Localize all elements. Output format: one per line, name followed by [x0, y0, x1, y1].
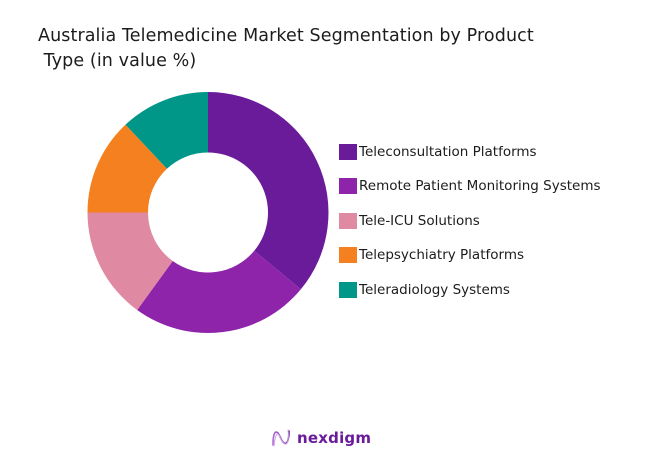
- legend-label: Teleconsultation Platforms: [359, 143, 537, 160]
- legend-item-remote-patient-monitoring: Remote Patient Monitoring Systems: [339, 178, 601, 195]
- legend-swatch: [339, 247, 357, 263]
- logo-text: nexdigm: [297, 429, 372, 447]
- legend-swatch: [339, 178, 357, 194]
- nexdigm-logo: nexdigm: [271, 428, 371, 448]
- chart-legend: Teleconsultation Platforms Remote Patien…: [339, 143, 601, 316]
- chart-title-line-1: Australia Telemedicine Market Segmentati…: [38, 26, 534, 46]
- slice-remote-patient-monitoring: [137, 250, 301, 333]
- legend-item-telepsychiatry: Telepsychiatry Platforms: [339, 247, 601, 264]
- legend-item-teleradiology: Teleradiology Systems: [339, 281, 601, 298]
- legend-label: Tele-ICU Solutions: [359, 212, 480, 229]
- legend-item-tele-icu: Tele-ICU Solutions: [339, 212, 601, 229]
- legend-label: Telepsychiatry Platforms: [359, 247, 524, 263]
- legend-swatch: [339, 212, 357, 229]
- chart-title-line-2: Type (in value %): [38, 51, 197, 71]
- slice-tele-icu: [87, 212, 173, 310]
- legend-item-teleconsultation: Teleconsultation Platforms: [339, 143, 601, 160]
- slice-teleradiology: [125, 92, 208, 169]
- slice-teleconsultation: [208, 92, 329, 290]
- nexdigm-wave-icon: [272, 429, 290, 447]
- chart-title: Australia Telemedicine Market Segmentati…: [38, 24, 534, 74]
- legend-swatch: [339, 281, 357, 298]
- legend-swatch: [339, 143, 357, 160]
- slice-telepsychiatry: [87, 124, 167, 213]
- legend-label: Remote Patient Monitoring Systems: [359, 178, 601, 194]
- legend-label: Teleradiology Systems: [359, 281, 510, 298]
